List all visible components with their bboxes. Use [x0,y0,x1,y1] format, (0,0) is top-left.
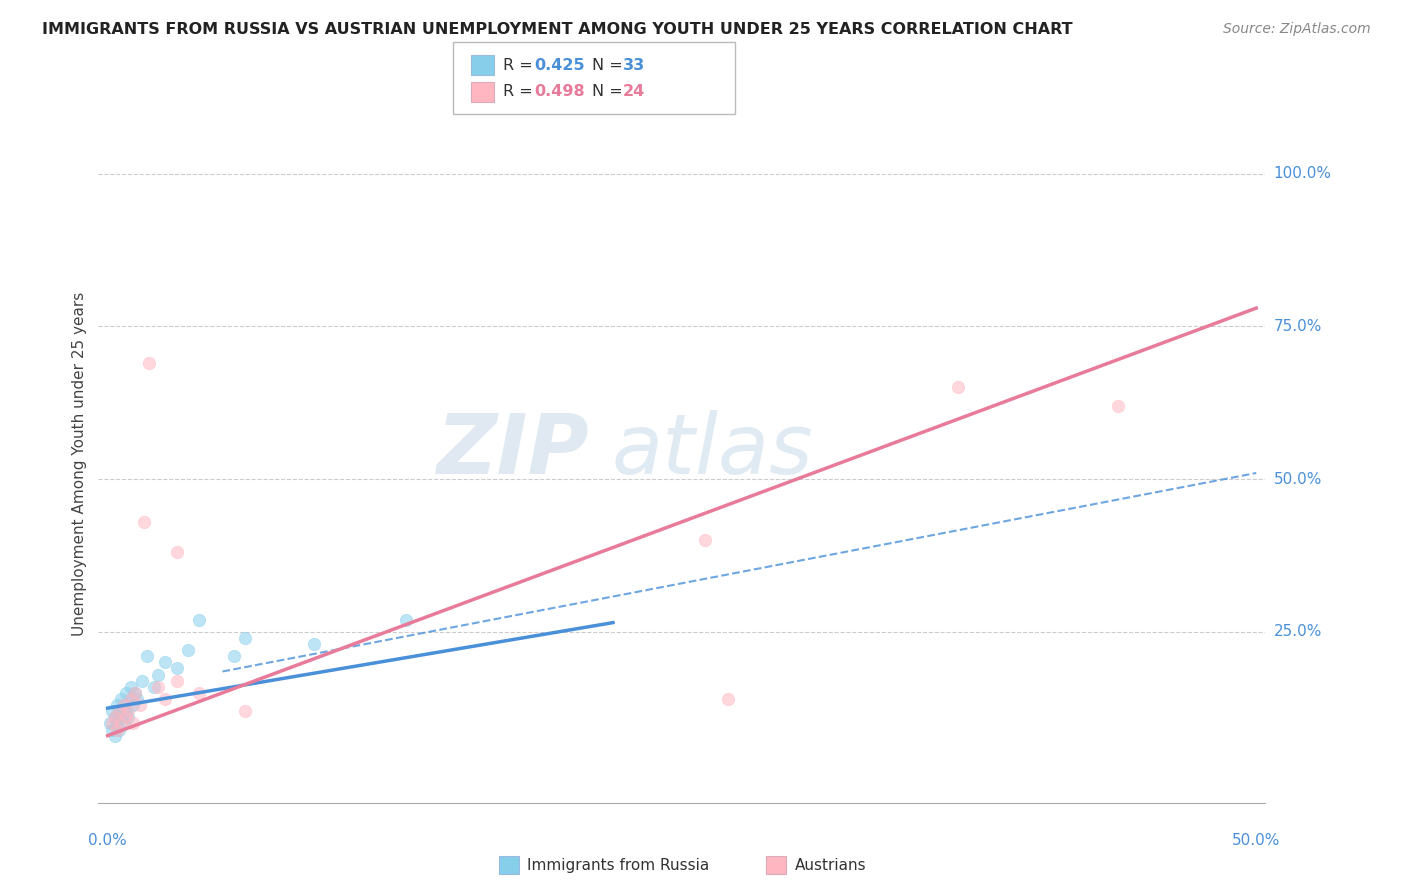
Point [135,649,157,664]
Text: R =: R = [503,58,538,72]
Point [166,673,188,688]
Point [103,710,125,724]
Y-axis label: Unemployment Among Youth under 25 years: Unemployment Among Youth under 25 years [72,292,87,636]
Point [108,723,131,737]
Point [103,729,125,743]
Point [110,692,132,706]
Text: ZIP: ZIP [436,409,589,491]
Point [395,613,418,627]
Point [110,710,132,724]
Text: IMMIGRANTS FROM RUSSIA VS AUSTRIAN UNEMPLOYMENT AMONG YOUTH UNDER 25 YEARS CORRE: IMMIGRANTS FROM RUSSIA VS AUSTRIAN UNEMP… [42,22,1073,37]
Point [115,704,138,718]
Point [166,661,188,675]
Point [112,698,135,712]
Point [122,716,145,731]
Point [110,716,132,731]
Text: 50.0%: 50.0% [1232,833,1281,848]
Point [127,692,149,706]
Point [105,698,128,712]
Point [235,631,257,645]
Point [153,692,176,706]
Point [153,656,176,670]
Point [120,692,142,706]
Text: 75.0%: 75.0% [1274,319,1322,334]
Point [717,692,740,706]
Point [235,704,257,718]
Point [142,680,165,694]
Point [112,716,135,731]
Point [101,704,124,718]
Text: 24: 24 [623,85,645,99]
Point [105,716,128,731]
Point [108,704,131,718]
Point [188,686,211,700]
Point [120,680,142,694]
Point [124,686,146,700]
Text: 33: 33 [623,58,645,72]
Point [188,613,211,627]
Text: 25.0%: 25.0% [1274,624,1322,640]
Point [120,692,142,706]
Point [115,686,138,700]
Point [146,680,169,694]
Text: 50.0%: 50.0% [1274,472,1322,487]
Point [101,723,124,737]
Point [115,710,138,724]
Point [101,716,124,731]
Text: N =: N = [592,58,628,72]
Text: Source: ZipAtlas.com: Source: ZipAtlas.com [1223,22,1371,37]
Text: 0.498: 0.498 [534,85,585,99]
Text: 0.0%: 0.0% [89,833,127,848]
Point [304,637,326,651]
Point [1107,399,1129,413]
Point [134,515,156,529]
Text: atlas: atlas [612,409,814,491]
Point [222,649,245,664]
Point [117,704,139,718]
Text: 100.0%: 100.0% [1274,166,1331,181]
Point [166,545,188,559]
Point [105,723,128,737]
Point [128,698,150,712]
Point [131,673,153,688]
Text: Immigrants from Russia: Immigrants from Russia [527,858,710,872]
Point [122,698,145,712]
Point [946,380,969,394]
Point [146,667,169,681]
Text: N =: N = [592,85,628,99]
Point [693,533,716,548]
Point [103,710,125,724]
Point [124,686,146,700]
Text: 0.425: 0.425 [534,58,585,72]
Point [98,716,121,731]
Text: R =: R = [503,85,538,99]
Point [177,643,200,657]
Point [138,356,160,370]
Text: Austrians: Austrians [794,858,866,872]
Point [117,710,139,724]
Point [108,704,131,718]
Point [112,698,135,712]
